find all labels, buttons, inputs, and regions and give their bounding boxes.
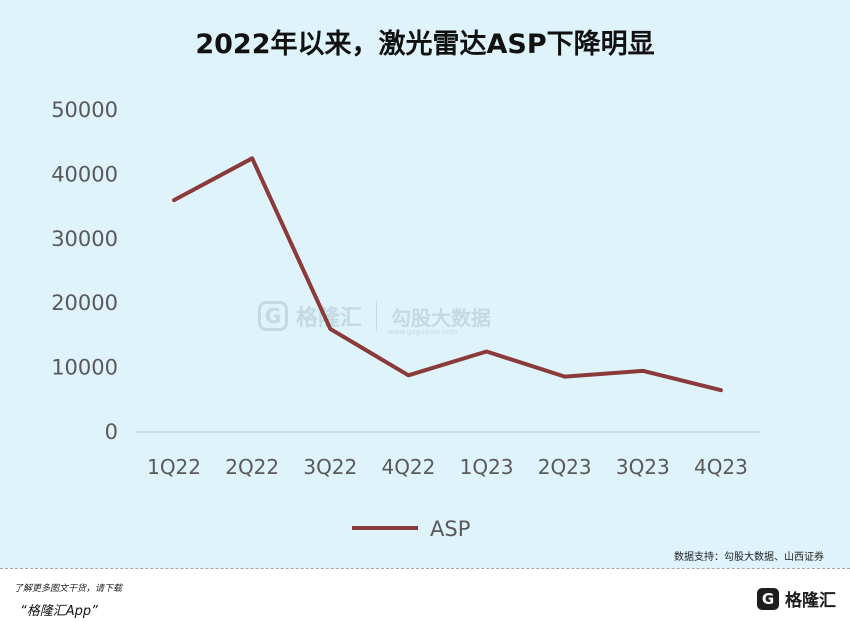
watermark-url: www.gogudata.com [388,328,458,336]
x-tick-label: 1Q23 [460,455,514,479]
data-source: 数据支持：勾股大数据、山西证券 [674,552,824,563]
chart-panel: 2022年以来，激光雷达ASP下降明显 G 格隆汇 勾股大数据 www.gogu… [0,0,850,568]
y-tick-label: 50000 [51,98,118,122]
y-tick-label: 40000 [51,162,118,186]
watermark-partner: 勾股大数据 [391,305,492,330]
watermark-logo-icon: G [258,301,288,331]
y-tick-label: 30000 [51,227,118,251]
footer-note: 了解更多图文干货，请下载 [14,584,123,594]
x-tick-label: 2Q22 [225,455,279,479]
x-tick-label: 2Q23 [538,455,592,479]
watermark: G 格隆汇 勾股大数据 www.gogudata.com [258,300,492,336]
chart-title: 2022年以来，激光雷达ASP下降明显 [195,29,655,60]
brand-text: 格隆汇 [785,591,836,611]
x-tick-label: 4Q23 [694,455,748,479]
x-tick-label: 4Q22 [381,455,435,479]
line-chart: 0 10000 20000 30000 40000 50000 1Q22 2Q22 3Q22 4Q… [51,98,760,541]
series-line-asp [172,156,723,393]
x-tick-label: 3Q22 [303,455,357,479]
legend-label: ASP [430,517,470,541]
brand-logo: G 格隆汇 [757,586,836,611]
y-tick-label: 0 [105,420,118,444]
footer-app-name: “格隆汇App” [20,604,98,619]
brand-mark-icon: G [757,587,779,610]
footer-divider [0,568,850,569]
x-tick-label: 3Q23 [616,455,670,479]
watermark-separator [376,301,378,331]
y-tick-label: 10000 [51,356,118,380]
x-tick-label: 1Q22 [147,455,201,479]
y-tick-label: 20000 [51,291,118,315]
